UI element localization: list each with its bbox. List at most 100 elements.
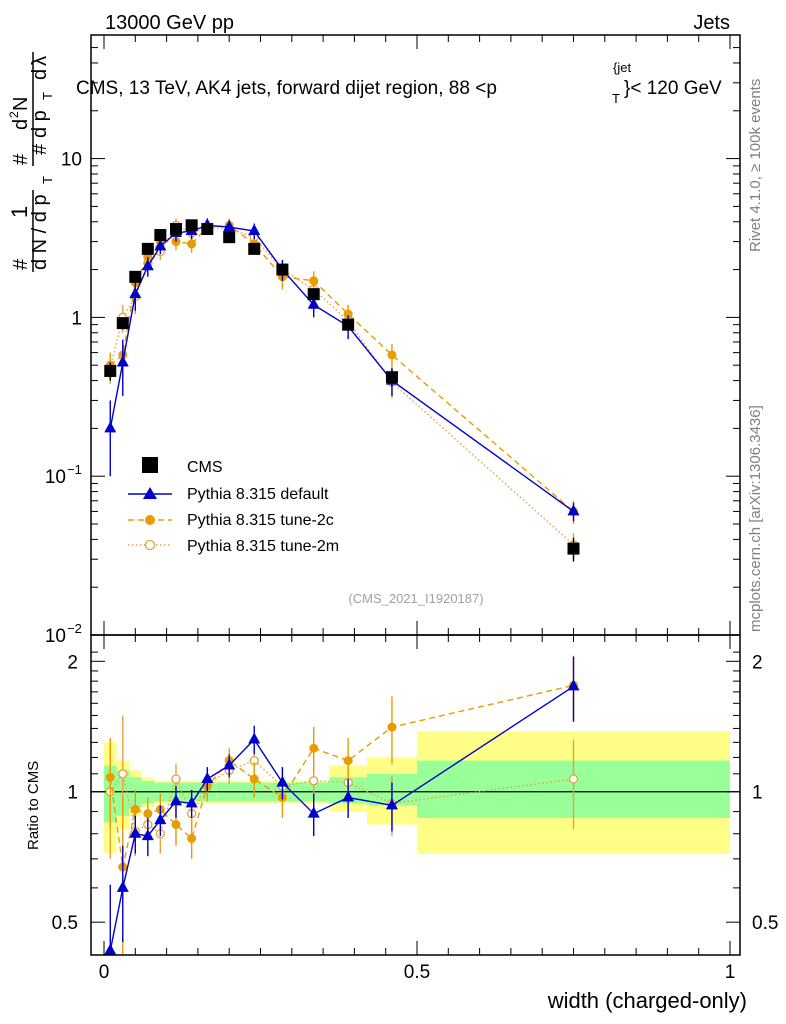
ylabel-t1: T	[40, 176, 55, 184]
main-tune2c-series	[105, 218, 578, 524]
ratio-ytick-label-left: 2	[67, 652, 78, 673]
analysis-watermark: (CMS_2021_I1920187)	[348, 591, 483, 606]
main-ytick-label: 1	[71, 308, 82, 329]
main-cms-point	[169, 223, 182, 236]
main-default-point	[116, 355, 129, 367]
main-default-point	[567, 504, 580, 516]
main-default-line	[109, 224, 574, 512]
ratio-default-point	[385, 798, 398, 810]
rivet-label: Rivet 4.1.0, ≥ 100k events	[747, 79, 764, 252]
ratio-tune2c-point	[143, 809, 153, 819]
ratio-tune2c-series	[105, 655, 578, 955]
main-default-point	[248, 223, 261, 235]
legend: CMS Pythia 8.315 default Pythia 8.315 tu…	[128, 457, 339, 555]
xlabel: width (charged-only)	[547, 988, 747, 1013]
main-tune2c-point	[187, 239, 197, 249]
main-default-point	[104, 421, 117, 433]
ratio-default-point	[141, 829, 154, 841]
main-ytick-exponent: −2	[67, 621, 82, 636]
mcplots-label: mcplots.cern.ch [arXiv:1306.3436]	[747, 405, 764, 632]
ratio-default-series	[104, 656, 580, 955]
ylabel-hash1: #	[10, 258, 32, 270]
main-tune2m-series	[105, 218, 579, 560]
ratio-default-point	[104, 943, 117, 955]
ratio-default-point	[276, 775, 289, 787]
title-sup: {jet	[613, 60, 631, 75]
ratio-ytick-label-right: 1	[752, 783, 763, 804]
main-cms-point	[567, 542, 580, 555]
ratio-tune2c-point	[387, 722, 397, 732]
ratio-tune2m-point	[568, 774, 579, 784]
main-cms-point	[185, 219, 198, 232]
main-tune2c-point	[387, 350, 397, 360]
ratio-default-point	[201, 772, 214, 784]
legend-marker-tune2m	[144, 539, 156, 551]
ratio-default-point	[185, 796, 198, 808]
main-ytick-label: 10	[61, 150, 82, 171]
main-default-point	[141, 259, 154, 271]
main-cms-point	[276, 263, 289, 276]
ratio-tune2c-point	[105, 772, 115, 782]
main-cms-point	[385, 371, 398, 384]
main-cms-point	[116, 317, 129, 330]
main-cms-point	[141, 242, 154, 255]
ratio-tune2c-point	[309, 743, 319, 753]
ratio-tune2c-point	[187, 834, 197, 844]
xtick-label: 0	[99, 962, 110, 983]
ratio-tune2m-point	[309, 776, 319, 786]
ratio-ytick-label-right: 0.5	[752, 913, 778, 934]
ratio-default-point	[116, 880, 129, 892]
ratio-tune2m-line	[109, 759, 574, 835]
ratio-default-point	[169, 794, 182, 806]
title-main: CMS, 13 TeV, AK4 jets, forward dijet reg…	[76, 78, 497, 99]
main-cms-point	[129, 270, 142, 283]
main-ylabel: # 1 d N / d p T # d 2 N # d p T d λ	[7, 52, 55, 272]
main-cms-point	[223, 231, 236, 244]
title-sub: T	[612, 91, 620, 106]
legend-label-default: Pythia 8.315 default	[187, 486, 329, 503]
legend-marker-default	[143, 487, 157, 499]
ratio-tune2m-point	[118, 769, 128, 779]
header-jets: Jets	[693, 12, 730, 34]
ylabel-t2: T	[40, 92, 55, 100]
ratio-tune2c-point	[249, 774, 259, 784]
legend-marker-cms	[142, 457, 158, 473]
ratio-series	[104, 655, 580, 955]
ylabel-n: N	[10, 97, 32, 111]
main-default-series	[104, 218, 580, 522]
ratio-ytick-label-left: 0.5	[52, 913, 78, 934]
plot-title: CMS, 13 TeV, AK4 jets, forward dijet reg…	[76, 60, 722, 106]
main-series	[104, 218, 580, 562]
ylabel-dn: d N / d p	[29, 194, 51, 270]
main-cms-point	[154, 229, 167, 242]
main-cms-series	[104, 219, 580, 562]
ratio-ytick-label-right: 2	[752, 652, 763, 673]
ratio-default-point	[307, 806, 320, 818]
ratio-tune2c-point	[343, 756, 353, 766]
main-ytick-label: 10	[45, 626, 66, 647]
ratio-default-point	[129, 826, 142, 838]
ylabel-two: 2	[7, 111, 21, 118]
ratio-default-point	[154, 813, 167, 825]
main-tune2c-point	[309, 276, 319, 286]
title-tail: }< 120 GeV	[624, 78, 722, 99]
xtick-label: 0.5	[404, 962, 430, 983]
main-default-point	[129, 287, 142, 299]
ylabel-hash3: #	[29, 143, 51, 155]
main-default-point	[223, 220, 236, 232]
ratio-default-point	[248, 732, 261, 744]
xtick-label: 1	[725, 962, 736, 983]
main-cms-point	[307, 288, 320, 301]
main-cms-point	[248, 242, 261, 255]
ylabel-one: 1	[7, 206, 32, 218]
main-tune2c-point	[343, 309, 353, 319]
ratio-default-point	[223, 758, 236, 770]
ratio-default-point	[342, 790, 355, 802]
ylabel-d2n-d: d	[10, 119, 32, 130]
ratio-ylabel: Ratio to CMS	[25, 761, 42, 850]
main-cms-point	[201, 223, 214, 236]
ratio-tune2c-point	[171, 820, 181, 830]
ratio-default-point	[567, 679, 580, 691]
